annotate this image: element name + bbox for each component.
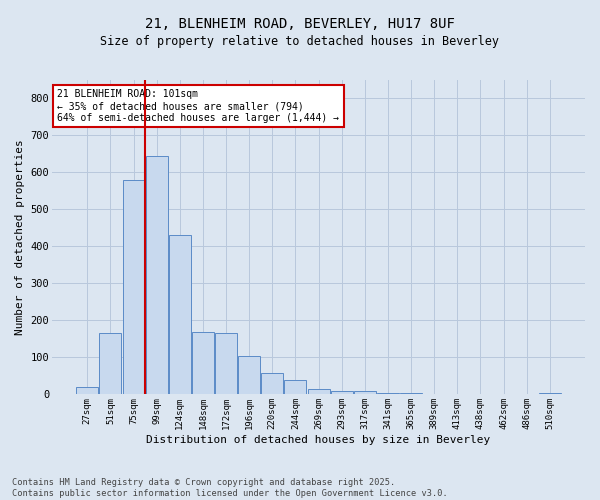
X-axis label: Distribution of detached houses by size in Beverley: Distribution of detached houses by size …	[146, 435, 491, 445]
Bar	[262, 374, 283, 394]
Bar	[146, 156, 167, 394]
Y-axis label: Number of detached properties: Number of detached properties	[15, 140, 25, 335]
Bar	[76, 387, 98, 394]
Text: 21 BLENHEIM ROAD: 101sqm
← 35% of detached houses are smaller (794)
64% of semi-: 21 BLENHEIM ROAD: 101sqm ← 35% of detach…	[58, 90, 340, 122]
Bar	[192, 332, 214, 394]
Bar	[100, 334, 121, 394]
Bar	[238, 356, 260, 395]
Bar	[284, 380, 307, 394]
Bar	[122, 180, 145, 394]
Bar	[377, 392, 399, 394]
Bar	[215, 334, 237, 394]
Text: Contains HM Land Registry data © Crown copyright and database right 2025.
Contai: Contains HM Land Registry data © Crown c…	[12, 478, 448, 498]
Bar	[308, 389, 329, 394]
Text: Size of property relative to detached houses in Beverley: Size of property relative to detached ho…	[101, 35, 499, 48]
Bar	[354, 392, 376, 394]
Text: 21, BLENHEIM ROAD, BEVERLEY, HU17 8UF: 21, BLENHEIM ROAD, BEVERLEY, HU17 8UF	[145, 18, 455, 32]
Bar	[400, 393, 422, 394]
Bar	[539, 392, 561, 394]
Bar	[331, 390, 353, 394]
Bar	[169, 236, 191, 394]
